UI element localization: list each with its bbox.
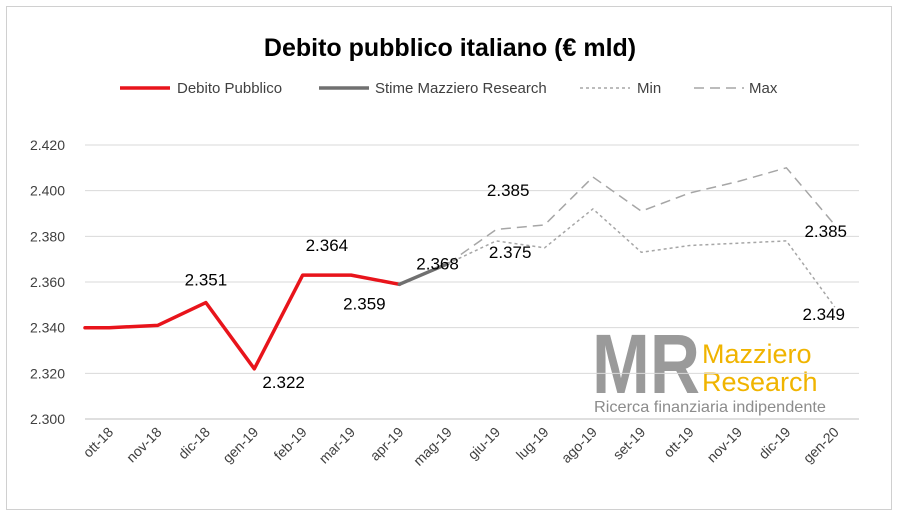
x-tick-label: nov-18 bbox=[123, 424, 165, 466]
x-tick-label: ott-19 bbox=[660, 424, 697, 461]
data-labels: 2.351 2.322 2.364 2.359 2.368 2.385 2.375 2.385… bbox=[185, 181, 847, 392]
x-tick-label: set-19 bbox=[610, 424, 649, 463]
data-label: 2.385 bbox=[804, 222, 847, 241]
data-label: 2.375 bbox=[489, 243, 532, 262]
watermark-brand-line1: Mazziero bbox=[702, 339, 812, 369]
legend-label-stime: Stime Mazziero Research bbox=[375, 80, 547, 97]
y-tick-label: 2.320 bbox=[30, 365, 65, 381]
chart-frame: Debito pubblico italiano (€ mld) Debito … bbox=[6, 6, 892, 510]
legend-label-min: Min bbox=[637, 80, 661, 97]
y-tick-label: 2.420 bbox=[30, 137, 65, 153]
x-tick-label: dic-18 bbox=[175, 424, 213, 462]
y-tick-label: 2.340 bbox=[30, 320, 65, 336]
series-line-max bbox=[447, 167, 836, 265]
x-tick-label: mag-19 bbox=[410, 424, 455, 469]
x-tick-label: mar-19 bbox=[316, 424, 359, 467]
x-tick-label: giu-19 bbox=[464, 424, 503, 463]
y-tick-label: 2.360 bbox=[30, 274, 65, 290]
data-label: 2.351 bbox=[185, 271, 228, 290]
series-line-min bbox=[447, 208, 836, 308]
chart-svg: Debito pubblico italiano (€ mld) Debito … bbox=[30, 34, 859, 469]
x-tick-label: dic-19 bbox=[755, 424, 793, 462]
x-axis: ott-18 nov-18 dic-18 gen-19 feb-19 mar-19 apr-… bbox=[80, 424, 842, 469]
data-label: 2.385 bbox=[487, 181, 530, 200]
x-tick-label: lug-19 bbox=[513, 424, 552, 463]
legend-label-max: Max bbox=[749, 80, 778, 97]
legend-label-debito: Debito Pubblico bbox=[177, 80, 282, 97]
y-tick-label: 2.400 bbox=[30, 183, 65, 199]
x-tick-label: feb-19 bbox=[270, 424, 310, 464]
data-label: 2.359 bbox=[343, 294, 386, 313]
data-label: 2.368 bbox=[416, 255, 459, 274]
x-tick-label: gen-20 bbox=[800, 424, 842, 466]
series-lines bbox=[83, 167, 836, 371]
x-tick-label: ott-18 bbox=[80, 424, 117, 461]
watermark-letters: MR bbox=[592, 317, 700, 411]
watermark-brand-line2: Research bbox=[702, 367, 818, 397]
watermark-tagline: Ricerca finanziaria indipendente bbox=[594, 399, 826, 416]
chart-title: Debito pubblico italiano (€ mld) bbox=[264, 34, 636, 62]
y-tick-label: 2.300 bbox=[30, 411, 65, 427]
series-line-debito-pubblico bbox=[83, 273, 402, 371]
data-label: 2.322 bbox=[262, 373, 305, 392]
x-tick-label: ago-19 bbox=[558, 424, 600, 466]
data-label: 2.349 bbox=[802, 305, 845, 324]
x-tick-label: nov-19 bbox=[704, 424, 746, 466]
y-axis: 2.300 2.320 2.340 2.360 2.380 2.400 2.420 bbox=[30, 137, 65, 427]
x-tick-label: apr-19 bbox=[367, 424, 407, 464]
gridlines bbox=[85, 144, 859, 420]
legend: Debito Pubblico Stime Mazziero Research … bbox=[120, 80, 778, 97]
y-tick-label: 2.380 bbox=[30, 228, 65, 244]
x-tick-label: gen-19 bbox=[219, 424, 261, 466]
series-line-stime-mazziero-research bbox=[397, 261, 450, 287]
data-label: 2.364 bbox=[306, 236, 349, 255]
watermark-logo: MR Mazziero Research Ricerca finanziaria… bbox=[592, 317, 826, 416]
